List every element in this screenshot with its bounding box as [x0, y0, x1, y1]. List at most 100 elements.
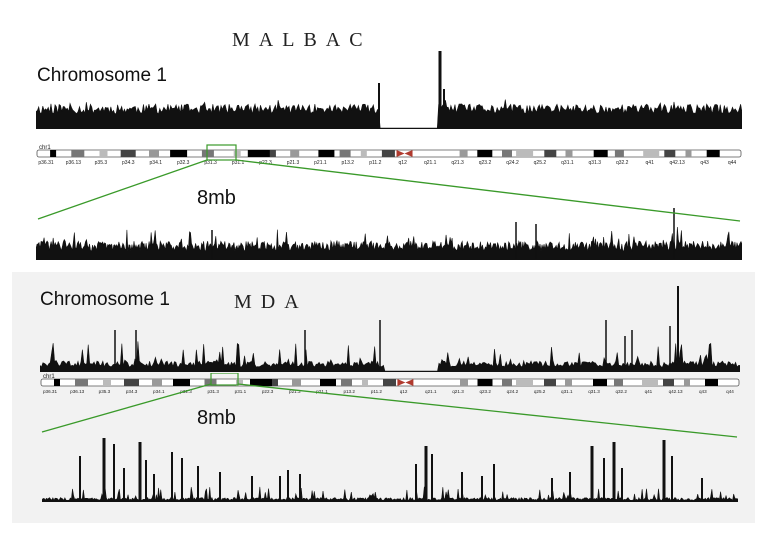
- ideogram-band: [75, 379, 88, 386]
- ideogram-band-label: q42.13: [669, 160, 685, 166]
- ideogram-band-label: q44: [726, 389, 734, 394]
- ideogram-band: [120, 150, 136, 157]
- ideogram-band-label: q23.2: [479, 160, 492, 166]
- ideogram-band-label: q42.13: [669, 389, 683, 394]
- ideogram-band: [362, 379, 368, 386]
- malbac-method-title: MALBAC: [232, 29, 372, 51]
- centromere: [397, 379, 414, 386]
- malbac-zoom-label: 8mb: [197, 187, 236, 209]
- ideogram-band: [360, 150, 367, 157]
- ideogram-band: [292, 379, 301, 386]
- ideogram-band-label: q23.2: [479, 389, 491, 394]
- ideogram-band: [103, 379, 111, 386]
- ideogram-band-label: p34.1: [150, 160, 163, 166]
- mda-chromosome-label: Chromosome 1: [40, 289, 170, 310]
- ideogram-band-label: q32.2: [616, 160, 629, 166]
- ideogram-chr-name: chr1: [39, 145, 51, 151]
- ideogram-band-label: p34.3: [126, 389, 138, 394]
- mda-method-title: MDA: [234, 291, 308, 313]
- ideogram-band-label: q12: [399, 160, 408, 166]
- ideogram-band: [54, 379, 60, 386]
- ideogram-band: [705, 379, 718, 386]
- mda-zoom-line-right: [237, 383, 738, 438]
- ideogram-band-label: p13.2: [343, 389, 355, 394]
- ideogram-band: [201, 150, 214, 157]
- ideogram-band-label: q21.3: [452, 389, 464, 394]
- ideogram-band: [236, 379, 243, 386]
- ideogram-band: [50, 150, 57, 157]
- ideogram-band: [593, 150, 608, 157]
- ideogram-band-label: p35.3: [99, 389, 111, 394]
- ideogram-band-label: p21.1: [316, 389, 328, 394]
- ideogram-band-label: p22.3: [262, 389, 274, 394]
- ideogram-band-label: q12: [400, 389, 408, 394]
- ideogram-band-label: p11.2: [371, 389, 383, 394]
- ideogram-band: [290, 150, 300, 157]
- ideogram-band-label: p21.1: [314, 160, 327, 166]
- ideogram-band-label: p21.3: [289, 389, 301, 394]
- mda-zoom-label: 8mb: [197, 407, 236, 429]
- ideogram-band: [170, 150, 188, 157]
- malbac-zoom-line-right: [235, 159, 741, 222]
- ideogram-band: [544, 150, 557, 157]
- ideogram-band: [593, 379, 607, 386]
- ideogram-band: [341, 379, 352, 386]
- ideogram-band-label: p36.13: [66, 160, 82, 166]
- ideogram-band: [233, 150, 241, 157]
- ideogram-band-label: q32.2: [615, 389, 627, 394]
- ideogram-band-label: q21.1: [424, 160, 437, 166]
- ideogram-band-label: q41: [645, 389, 653, 394]
- ideogram-band: [614, 150, 624, 157]
- coverage-area: [42, 486, 738, 502]
- malbac-chromosome-ideogram: chr1 p36.31 p36.13 p35.3 p34.3 p34.1 p32.3 p31.…: [36, 144, 742, 166]
- zoom-region-box: [206, 144, 237, 161]
- mda-chromosome-ideogram: chr1p36.31p36.13p35.3p34.3p34.1p32.3p31.…: [40, 373, 740, 394]
- ideogram-band: [685, 150, 692, 157]
- ideogram-band-label: p13.2: [342, 160, 355, 166]
- ideogram-band-label: q31.1: [561, 389, 573, 394]
- ideogram-band-label: p31.3: [204, 160, 217, 166]
- malbac-chromosome-coverage-trace: [36, 51, 742, 129]
- ideogram-band-label: p36.31: [43, 389, 57, 394]
- malbac-chromosome-label: Chromosome 1: [37, 65, 167, 86]
- ideogram-band: [544, 379, 556, 386]
- ideogram-band-label: p36.31: [38, 160, 54, 166]
- ideogram-band: [706, 150, 720, 157]
- ideogram-band-label: q41: [646, 160, 655, 166]
- ideogram-band: [477, 150, 493, 157]
- ideogram-band: [99, 150, 108, 157]
- ideogram-band: [502, 379, 512, 386]
- ideogram-band: [642, 379, 658, 386]
- zoom-region-box: [210, 373, 239, 386]
- ideogram-band-label: q31.3: [589, 160, 602, 166]
- mda-chromosome-coverage-trace: [40, 286, 740, 372]
- ideogram-band: [71, 150, 85, 157]
- malbac-zoomed-coverage-trace: [36, 208, 742, 260]
- ideogram-band: [516, 379, 533, 386]
- ideogram-band: [459, 150, 468, 157]
- ideogram-band-label: q44: [728, 160, 737, 166]
- ideogram-band: [247, 150, 270, 157]
- mda-panel-background: [12, 272, 755, 523]
- ideogram-band: [502, 150, 512, 157]
- centromere: [396, 150, 413, 157]
- ideogram-band-label: p21.3: [287, 160, 300, 166]
- ideogram-band: [664, 150, 676, 157]
- ideogram-band-label: q21.3: [451, 160, 464, 166]
- ideogram-band-label: q43: [699, 389, 707, 394]
- ideogram-band-label: p35.3: [95, 160, 108, 166]
- ideogram-band-label: q24.2: [507, 389, 519, 394]
- ideogram-band-label: q25.2: [534, 389, 546, 394]
- malbac-zoom-line-left: [37, 159, 208, 220]
- ideogram-band: [614, 379, 623, 386]
- ideogram-band: [565, 379, 572, 386]
- ideogram-band-label: q31.3: [588, 389, 600, 394]
- mda-zoomed-coverage-trace: [42, 438, 738, 502]
- ideogram-band: [320, 379, 336, 386]
- ideogram-band: [250, 379, 272, 386]
- ideogram-chr-name: chr1: [43, 374, 55, 380]
- ideogram-band: [477, 379, 493, 386]
- ideogram-band-label: p34.3: [122, 160, 135, 166]
